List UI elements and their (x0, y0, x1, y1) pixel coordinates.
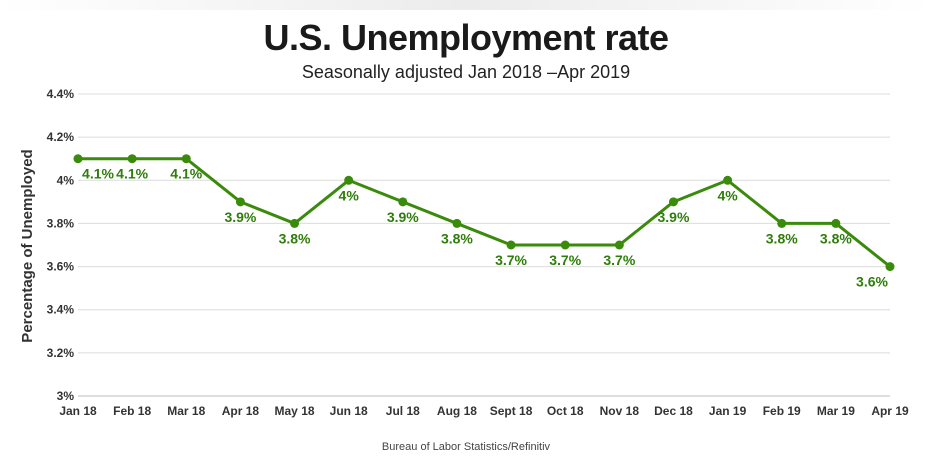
data-label: 3.8% (766, 230, 798, 246)
x-tick-label: Apr 18 (222, 404, 260, 418)
data-point (614, 240, 624, 250)
chart-subtitle: Seasonally adjusted Jan 2018 –Apr 2019 (301, 62, 631, 82)
x-tick-label: Apr 19 (871, 404, 909, 418)
y-tick-label: 3.2% (47, 346, 75, 360)
y-axis-label: Percentage of Unemployed (19, 149, 36, 342)
data-point (235, 197, 245, 207)
data-point (181, 154, 191, 164)
data-point (127, 154, 137, 164)
data-label: 4.1% (82, 166, 114, 182)
x-tick-label: Jan 19 (709, 404, 747, 418)
data-points (73, 154, 895, 272)
data-label: 3.8% (279, 230, 311, 246)
data-label: 3.9% (224, 209, 256, 225)
data-label: 3.6% (856, 274, 888, 290)
data-label: 4.1% (170, 166, 202, 182)
data-point (452, 218, 462, 228)
y-tick-label: 4.2% (47, 130, 75, 144)
data-point (398, 197, 408, 207)
x-tick-label: Mar 19 (817, 404, 855, 418)
y-tick-label: 3% (57, 389, 75, 403)
x-tick-label: Feb 18 (113, 404, 151, 418)
y-tick-label: 3.6% (47, 260, 75, 274)
x-tick-label: Jul 18 (386, 404, 420, 418)
data-point (73, 154, 83, 164)
data-point (723, 175, 733, 185)
chart-title: U.S. Unemployment rate (263, 17, 669, 58)
x-tick-label: Aug 18 (437, 404, 477, 418)
data-point (885, 262, 895, 272)
data-point (506, 240, 516, 250)
data-labels: 4.1% 4.1% 4.1%3.9%3.8%4%3.9%3.8%3.7% 3.7% 3.… (82, 166, 888, 290)
data-label: 4% (339, 187, 360, 203)
data-label: 3.7% (603, 252, 635, 268)
x-tick-label: Oct 18 (547, 404, 584, 418)
data-label: 3.9% (658, 209, 690, 225)
x-tick-labels: Jan 18 Feb 18 Mar 18 Apr 18 May 18 Jun 18 Jul … (59, 404, 909, 418)
data-label: 4% (717, 187, 738, 203)
x-tick-label: Dec 18 (654, 404, 693, 418)
y-tick-label: 3.8% (47, 216, 75, 230)
data-label: 3.8% (820, 230, 852, 246)
y-tick-label: 4.4% (47, 87, 75, 101)
data-point (777, 218, 787, 228)
x-tick-label: Jun 18 (330, 404, 368, 418)
y-tick-label: 3.4% (47, 303, 75, 317)
y-tick-label: 4% (57, 173, 75, 187)
series-line (78, 157, 891, 268)
top-fade (0, 0, 932, 10)
data-label: 4.1% (116, 166, 148, 182)
data-label: 3.7% (495, 252, 527, 268)
x-tick-label: Feb 19 (763, 404, 801, 418)
x-tick-label: Jan 18 (59, 404, 97, 418)
data-point (668, 197, 678, 207)
data-point (290, 218, 300, 228)
x-tick-label: Sept 18 (490, 404, 533, 418)
x-tick-label: Nov 18 (600, 404, 640, 418)
data-label: 3.9% (387, 209, 419, 225)
data-label: 3.8% (441, 230, 473, 246)
y-tick-labels: 3% 3.2% 3.4% 3.6% 3.8% 4% 4.2% 4.4% (47, 87, 75, 403)
x-tick-label: May 18 (275, 404, 315, 418)
data-label: 3.7% (549, 252, 581, 268)
data-point (831, 218, 841, 228)
data-point (344, 175, 354, 185)
data-point (560, 240, 570, 250)
x-tick-label: Mar 18 (167, 404, 205, 418)
source-note: Bureau of Labor Statistics/Refinitiv (381, 441, 551, 453)
